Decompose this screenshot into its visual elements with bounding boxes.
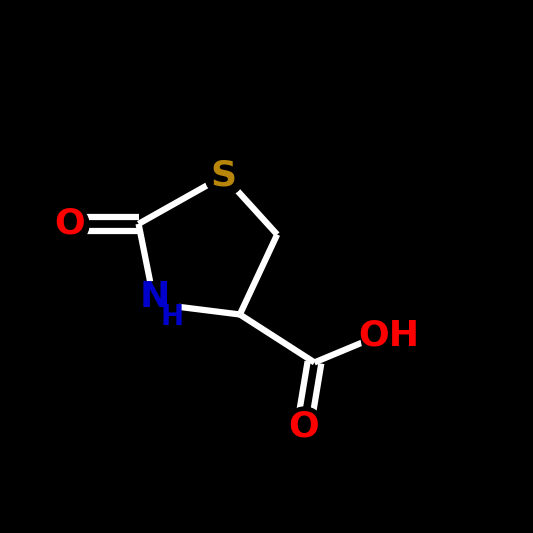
Text: OH: OH [359, 319, 419, 353]
Text: S: S [211, 159, 237, 193]
Text: N: N [140, 280, 169, 314]
Text: O: O [288, 409, 319, 443]
Text: O: O [54, 207, 85, 241]
Text: H: H [160, 303, 183, 331]
